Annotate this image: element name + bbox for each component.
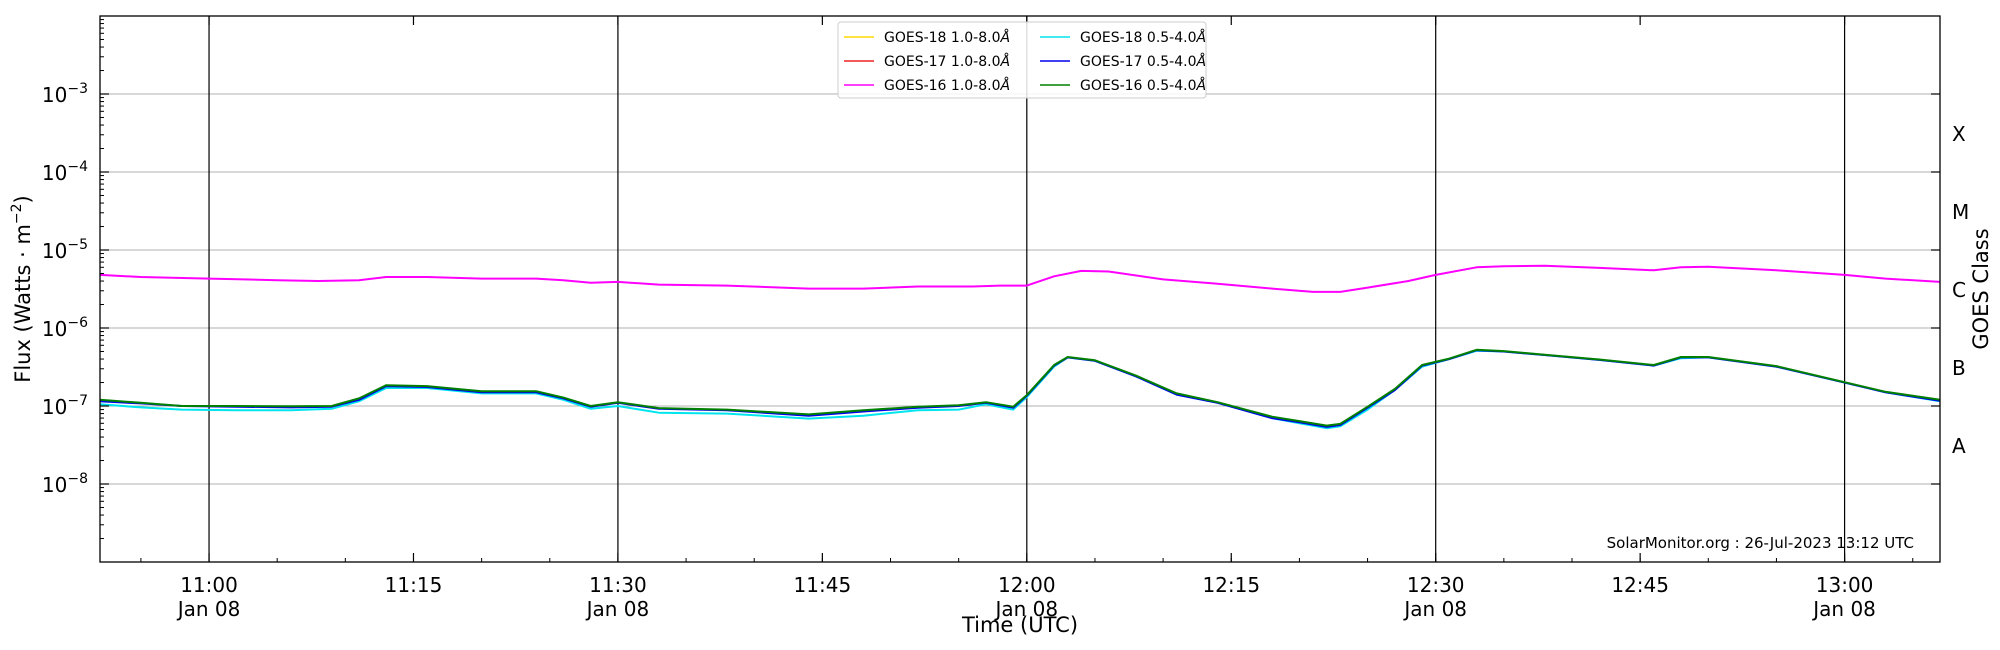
x-tick-label: 13:00 bbox=[1816, 573, 1874, 597]
x-axis-title: Time (UTC) bbox=[961, 613, 1078, 637]
legend-entry: GOES-16 1.0-8.0Å bbox=[884, 77, 1010, 94]
legend-entry: GOES-18 0.5-4.0Å bbox=[1080, 29, 1206, 46]
x-tick-label: 12:00 bbox=[998, 573, 1056, 597]
series-line bbox=[99, 264, 1941, 293]
x-tick-label: 12:30 bbox=[1407, 573, 1465, 597]
x-tick-label: 11:15 bbox=[385, 573, 443, 597]
grid bbox=[100, 93, 1940, 485]
plot-frame bbox=[99, 15, 1941, 563]
series-lines bbox=[99, 264, 1941, 430]
series-line bbox=[99, 348, 1941, 427]
x-tick-label: 11:45 bbox=[794, 573, 852, 597]
x-tick-date: Jan 08 bbox=[1402, 597, 1467, 621]
y-tick-label: 10−4 bbox=[42, 159, 88, 185]
legend-box bbox=[837, 21, 1207, 99]
x-tick-date: Jan 08 bbox=[993, 597, 1058, 621]
goes-class-label: A bbox=[1952, 434, 1966, 458]
legend-entry: GOES-16 0.5-4.0Å bbox=[1080, 77, 1206, 94]
legend-entry: GOES-17 0.5-4.0Å bbox=[1080, 53, 1206, 70]
goes-class-label: X bbox=[1952, 122, 1966, 146]
x-tick-date: Jan 08 bbox=[585, 597, 650, 621]
day-boundary-lines bbox=[208, 16, 1846, 562]
goes-class-label: B bbox=[1952, 356, 1966, 380]
y-tick-label: 10−8 bbox=[42, 471, 88, 497]
y-tick-label: 10−7 bbox=[42, 393, 88, 419]
x-tick-label: 12:45 bbox=[1611, 573, 1669, 597]
legend-entry: GOES-17 1.0-8.0Å bbox=[884, 53, 1010, 70]
y-axis-title: Flux (Watts · m−2) bbox=[9, 195, 35, 383]
x-tick-label: 12:15 bbox=[1202, 573, 1260, 597]
x-tick-label: 11:00 bbox=[180, 573, 238, 597]
x-tick-date: Jan 08 bbox=[1811, 597, 1876, 621]
goes-class-labels: A B C M X bbox=[1952, 122, 1969, 458]
goes-class-label: C bbox=[1952, 278, 1966, 302]
y-axis-ticks: 10−8 10−7 10−6 10−5 10−4 10−3 bbox=[42, 19, 1940, 540]
y-tick-label: 10−5 bbox=[42, 237, 88, 263]
x-tick-label: 11:30 bbox=[589, 573, 647, 597]
source-annotation: SolarMonitor.org : 26-Jul-2023 13:12 UTC bbox=[1607, 534, 1914, 552]
goes-class-axis-title: GOES Class bbox=[1969, 228, 1993, 349]
y-tick-label: 10−3 bbox=[42, 81, 88, 107]
legend: GOES-18 1.0-8.0Å GOES-17 1.0-8.0Å GOES-16 … bbox=[837, 21, 1207, 99]
goes-class-label: M bbox=[1952, 200, 1969, 224]
x-tick-date: Jan 08 bbox=[176, 597, 241, 621]
y-tick-label: 10−6 bbox=[42, 315, 88, 341]
legend-entry: GOES-18 1.0-8.0Å bbox=[884, 29, 1010, 46]
